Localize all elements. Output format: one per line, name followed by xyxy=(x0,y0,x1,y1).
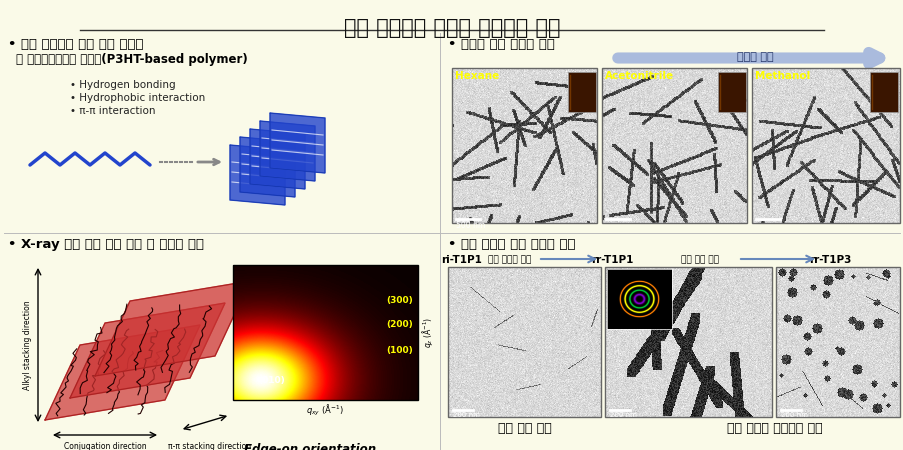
Bar xyxy=(606,269,671,329)
Text: Alkyl stacking direction: Alkyl stacking direction xyxy=(23,300,33,390)
Bar xyxy=(601,68,746,223)
Text: (200): (200) xyxy=(386,320,413,329)
Polygon shape xyxy=(270,113,325,173)
Text: • 액상 결정화를 위안 공액 고분자: • 액상 결정화를 위안 공액 고분자 xyxy=(8,38,144,51)
Text: (010): (010) xyxy=(257,375,284,384)
Text: ri-T1P1: ri-T1P1 xyxy=(441,255,482,265)
Bar xyxy=(717,72,745,112)
Polygon shape xyxy=(70,303,225,398)
Text: Hexane: Hexane xyxy=(454,71,498,81)
Bar xyxy=(604,267,771,417)
Text: (100): (100) xyxy=(386,346,413,355)
Text: 용해도 감소: 용해도 감소 xyxy=(736,52,772,62)
Text: 로드 블록간 상호작용 감소: 로드 블록간 상호작용 감소 xyxy=(726,422,822,435)
Text: • π-π interaction: • π-π interaction xyxy=(70,106,155,116)
Bar xyxy=(448,267,600,417)
Polygon shape xyxy=(229,145,284,205)
Bar xyxy=(233,265,417,400)
Bar xyxy=(452,68,596,223)
Polygon shape xyxy=(45,325,200,420)
Text: • 용매에 따른 결정와 유도: • 용매에 따른 결정와 유도 xyxy=(448,38,554,51)
Text: rr-T1P3: rr-T1P3 xyxy=(808,255,851,265)
Polygon shape xyxy=(239,137,294,197)
Text: • X-ray 기법 활용 나노 전선 내 결정성 분석: • X-ray 기법 활용 나노 전선 내 결정성 분석 xyxy=(8,238,204,251)
Bar xyxy=(751,68,899,223)
Text: 200 nm: 200 nm xyxy=(780,412,807,418)
Text: Conjugation direction: Conjugation direction xyxy=(63,442,146,450)
Bar xyxy=(567,72,595,112)
Text: • Hydrophobic interaction: • Hydrophobic interaction xyxy=(70,93,205,103)
Text: $q_{xy}$ (Å$^{-1}$): $q_{xy}$ (Å$^{-1}$) xyxy=(306,403,343,418)
Text: 위치 규칙성 감소: 위치 규칙성 감소 xyxy=(488,255,531,264)
Polygon shape xyxy=(260,121,314,181)
Text: 블록 길이 감소: 블록 길이 감소 xyxy=(680,255,718,264)
Text: 공액 고분자의 용액상 자기조립 유도: 공액 고분자의 용액상 자기조립 유도 xyxy=(343,18,560,38)
Text: π-π stacking direction: π-π stacking direction xyxy=(168,442,251,450)
Polygon shape xyxy=(250,129,304,189)
Text: 200 nm: 200 nm xyxy=(610,412,637,418)
Text: (300): (300) xyxy=(386,296,413,305)
Text: rr-T1P1: rr-T1P1 xyxy=(591,255,632,265)
Text: • 분자 설계에 따른 결정와 유도: • 분자 설계에 따른 결정와 유도 xyxy=(448,238,575,251)
Text: 500 nm: 500 nm xyxy=(455,221,485,230)
Bar xyxy=(869,72,897,112)
Text: $q_z$ (Å$^{-1}$): $q_z$ (Å$^{-1}$) xyxy=(420,316,434,347)
Bar xyxy=(775,267,899,417)
Text: Methanol: Methanol xyxy=(754,71,809,81)
Polygon shape xyxy=(95,281,250,376)
Text: 200 nm: 200 nm xyxy=(452,412,479,418)
Text: Edge-on orientation: Edge-on orientation xyxy=(244,443,376,450)
Text: • Hydrogen bonding: • Hydrogen bonding xyxy=(70,80,175,90)
Text: 입체 장애 증가: 입체 장애 증가 xyxy=(498,422,551,435)
Text: － 폴리싸이오펜계 고분자(P3HT-based polymer): － 폴리싸이오펜계 고분자(P3HT-based polymer) xyxy=(16,53,247,66)
Text: Acetonitrile: Acetonitrile xyxy=(604,71,674,81)
